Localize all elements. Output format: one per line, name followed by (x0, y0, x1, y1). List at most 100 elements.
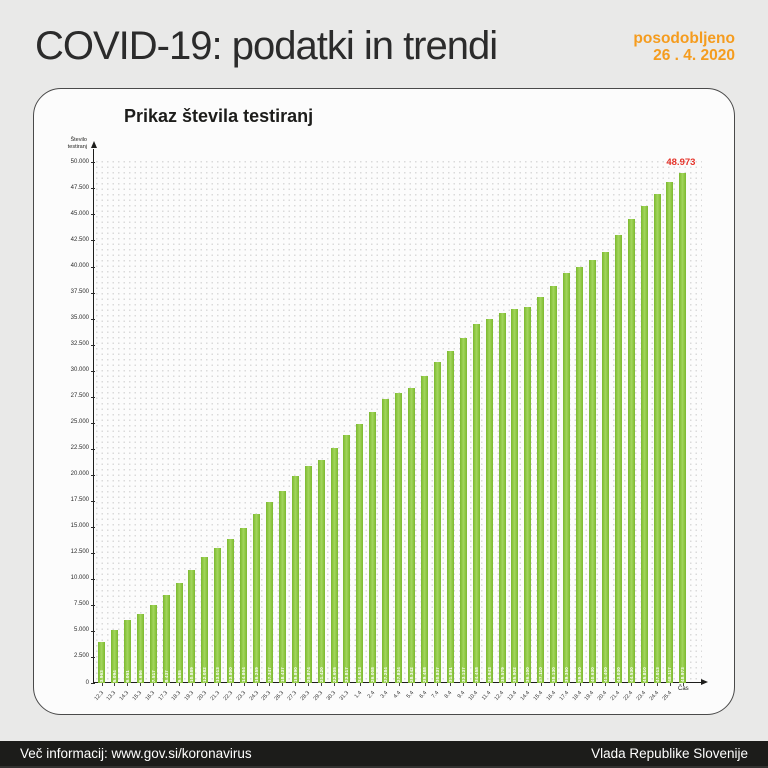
y-tick-mark (91, 448, 95, 450)
bar-value-text: 47.013 (654, 667, 660, 682)
bar: 34.943 (485, 319, 493, 683)
bar-value-label: 33.137 (460, 652, 467, 682)
x-tick-mark (204, 683, 206, 686)
bar-value-label: 12.082 (201, 652, 208, 682)
bar-value-label: 30.837 (434, 652, 441, 682)
y-tick-mark (91, 370, 95, 372)
bar-value-label: 34.458 (473, 652, 480, 682)
bar: 44.530 (627, 219, 635, 683)
footer-info-text: Več informacij: www.gov.si/koronavirus (20, 746, 252, 761)
bar-value-text: 30.837 (434, 667, 440, 682)
y-tick-label: 2.500 (73, 653, 89, 660)
bar: 6.656 (136, 613, 144, 683)
bar-value-label: 27.284 (382, 652, 389, 682)
x-tick-mark (346, 683, 348, 686)
x-tick-mark (308, 683, 310, 686)
bar-value-label: 6.656 (137, 652, 144, 682)
x-tick-mark (282, 683, 284, 686)
bar-value-label: 28.342 (408, 652, 415, 682)
bar-value-text: 13.013 (215, 667, 221, 682)
bar-value-label: 13.013 (214, 652, 221, 682)
bar-value-label: 48.973 (679, 652, 686, 682)
y-tick-mark (91, 188, 95, 190)
x-tick-mark (372, 683, 374, 686)
y-tick-mark (91, 214, 95, 216)
bar-value-label: 18.437 (279, 652, 286, 682)
x-tick-mark (553, 683, 555, 686)
bar: 33.137 (459, 337, 467, 683)
bar-value-label: 19.890 (292, 652, 299, 682)
bar-value-label: 24.913 (356, 652, 363, 682)
bar-value-label: 8.437 (163, 652, 170, 682)
y-tick-mark (91, 500, 95, 502)
bar-value-text: 7.517 (150, 669, 156, 682)
bar-value-text: 20.874 (305, 667, 311, 682)
bar-value-text: 35.902 (512, 667, 518, 682)
y-tick-label: 12.500 (70, 549, 89, 556)
bar: 37.110 (537, 296, 545, 683)
x-tick-mark (114, 683, 116, 686)
bar-value-label: 39.960 (576, 652, 583, 682)
bar-value-label: 39.350 (563, 652, 570, 682)
bar-value-text: 38.130 (551, 667, 557, 682)
y-tick-label: 42.500 (70, 236, 89, 243)
bar-value-text: 26.008 (370, 667, 376, 682)
chart-title: Prikaz števila testiranj (124, 106, 314, 126)
bar-value-text: 27.834 (396, 667, 402, 682)
bar: 41.400 (601, 251, 609, 683)
bar-value-label: 27.834 (395, 652, 402, 682)
x-tick-mark (243, 683, 245, 686)
y-tick-label: 25.000 (70, 419, 89, 426)
x-tick-mark (566, 683, 568, 686)
y-tick-mark (91, 266, 95, 268)
y-tick-label: 32.500 (70, 341, 89, 348)
bar: 35.579 (498, 312, 506, 683)
bar-value-text: 36.100 (525, 667, 531, 682)
bar-value-label: 36.100 (524, 652, 531, 682)
y-tick-label: 27.500 (70, 393, 89, 400)
bar-value-text: 39.960 (577, 667, 583, 682)
bar: 34.458 (472, 324, 480, 683)
bar-value-label: 6.061 (124, 652, 131, 682)
x-tick-mark (631, 683, 633, 686)
bar: 13.800 (227, 539, 235, 683)
x-tick-mark (540, 683, 542, 686)
bar: 14.864 (240, 528, 248, 683)
y-tick-mark (91, 240, 95, 242)
bar-value-label: 10.889 (188, 652, 195, 682)
bar: 48.973 (679, 173, 687, 683)
bar: 18.437 (278, 491, 286, 683)
bar-value-text: 9.585 (176, 669, 182, 682)
bar-value-label: 38.130 (550, 652, 557, 682)
y-tick-mark (91, 578, 95, 580)
arrow-up-icon (90, 141, 97, 148)
y-tick-mark (91, 344, 95, 346)
y-tick-label: 47.500 (70, 184, 89, 191)
bar: 30.837 (433, 361, 441, 683)
bar-value-text: 6.656 (137, 669, 143, 682)
x-tick-mark (153, 683, 155, 686)
x-tick-mark (101, 683, 103, 686)
bar: 35.902 (511, 309, 519, 683)
bar-value-label: 22.605 (331, 652, 338, 682)
y-tick-mark (91, 604, 95, 606)
bar-value-label: 7.517 (150, 652, 157, 682)
x-tick-mark (463, 683, 465, 686)
y-tick-label: 5.000 (73, 627, 89, 634)
bar: 24.913 (356, 423, 364, 683)
bar-value-text: 29.488 (422, 667, 427, 682)
bar: 39.960 (576, 266, 584, 683)
bar-value-label: 35.579 (499, 652, 506, 682)
y-tick-label: 22.500 (70, 445, 89, 452)
x-tick-mark (359, 683, 361, 686)
bar-value-label: 48.117 (666, 652, 673, 682)
bar-value-label: 45.810 (641, 652, 648, 682)
x-tick-mark (191, 683, 193, 686)
x-tick-mark (502, 683, 504, 686)
bar: 9.585 (175, 583, 183, 683)
x-tick-mark (489, 683, 491, 686)
bar-value-text: 16.259 (254, 667, 260, 682)
bar: 8.437 (162, 595, 170, 683)
x-tick-mark (527, 683, 529, 686)
